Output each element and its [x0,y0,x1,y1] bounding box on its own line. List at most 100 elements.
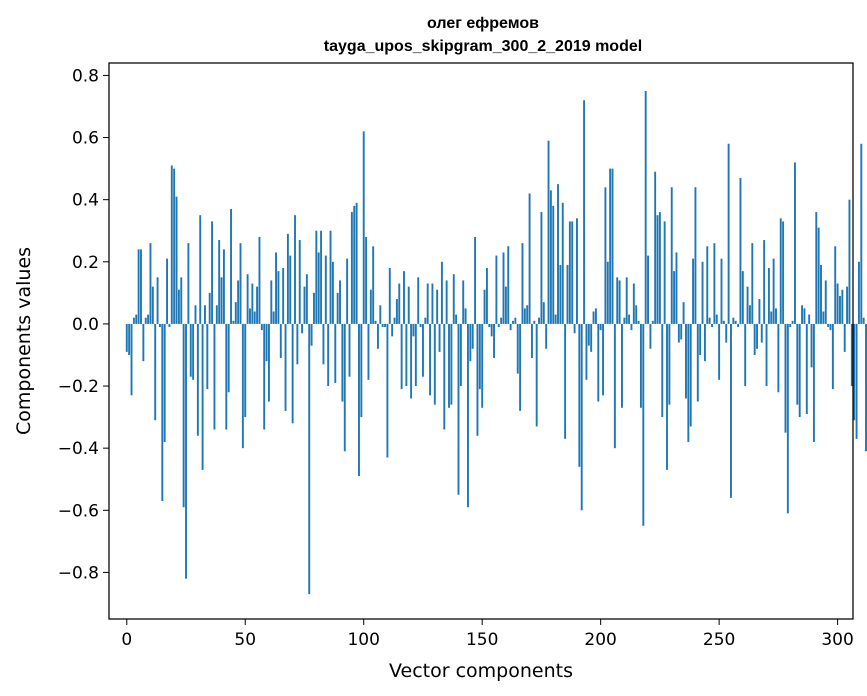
bar-226 [661,323,664,418]
bar-189 [573,323,576,334]
bar-291 [815,212,818,324]
bar-120 [410,323,413,399]
bar-159 [502,252,505,324]
bar-41 [222,249,225,324]
bar-224 [656,215,659,324]
bar-13 [156,277,159,324]
bar-311 [862,317,865,324]
bar-295 [824,280,827,324]
bar-223 [654,171,657,324]
bar-62 [272,311,275,324]
bar-130 [433,323,436,405]
bar-84 [324,255,327,324]
bar-198 [594,308,597,324]
bar-260 [741,271,744,324]
bar-296 [827,323,830,328]
bar-138 [452,274,455,324]
bars-group [125,90,867,595]
bar-299 [834,246,837,324]
bar-210 [623,317,626,324]
bar-195 [587,323,590,346]
bar-18 [168,323,171,328]
bar-199 [597,323,600,402]
bar-206 [613,323,616,449]
chart-title: олег ефремов [427,15,539,32]
bar-220 [647,255,649,324]
bar-136 [448,323,450,408]
y-tick-label: 0.6 [72,129,99,149]
bar-293 [820,264,822,324]
bar-247 [711,323,713,328]
bar-251 [720,258,723,324]
bar-60 [267,323,270,402]
bar-154 [490,323,493,337]
bar-305 [848,199,851,324]
bar-75 [303,286,306,324]
bar-48 [239,243,242,324]
bar-250 [718,323,721,380]
bar-124 [419,323,422,328]
bar-40 [220,277,223,324]
bar-122 [414,323,417,387]
bar-66 [282,268,285,324]
bar-208 [618,280,621,324]
bar-80 [315,230,318,324]
bar-2 [130,323,133,396]
bar-34 [206,323,209,390]
bar-91 [341,323,344,402]
bar-121 [412,323,415,337]
bar-26 [187,243,190,324]
bar-187 [568,221,571,324]
bar-281 [791,320,794,324]
bar-180 [552,205,555,324]
bar-149 [478,323,481,390]
bar-248 [713,243,716,324]
bar-79 [313,292,315,324]
bar-216 [637,320,640,324]
bar-87 [331,261,334,324]
bar-119 [407,286,410,324]
bar-242 [699,323,702,355]
bar-77 [308,323,311,595]
bar-230 [670,187,673,324]
bar-21 [175,196,178,324]
bar-153 [488,323,491,328]
bar-164 [514,317,517,324]
bar-65 [279,323,282,359]
bar-17 [166,258,168,324]
bar-174 [538,317,540,324]
bar-283 [796,323,799,405]
bar-292 [817,227,820,324]
bar-9 [147,314,150,324]
bar-25 [185,323,187,579]
bar-46 [234,302,237,324]
bar-160 [504,286,507,324]
bar-22 [177,289,180,324]
bar-7 [142,323,145,362]
bar-266 [756,323,758,349]
bar-241 [696,323,699,402]
bar-29 [194,305,197,324]
bar-125 [422,323,424,377]
bar-135 [445,280,448,324]
bar-207 [616,277,619,324]
bar-114 [395,299,398,324]
bar-288 [808,314,811,324]
bar-290 [812,323,815,442]
bar-282 [794,162,796,324]
bar-38 [215,305,218,324]
y-tick-label: 0.2 [72,253,99,273]
bar-134 [443,323,446,430]
bar-275 [777,323,780,393]
bar-228 [666,323,668,470]
bar-215 [635,305,638,324]
bar-132 [438,323,441,352]
bar-304 [846,286,849,324]
bar-263 [748,305,751,324]
y-tick-label: −0.6 [58,501,99,521]
bar-186 [566,264,569,324]
bar-194 [585,323,588,380]
bar-239 [692,258,695,324]
bar-3 [132,317,135,324]
